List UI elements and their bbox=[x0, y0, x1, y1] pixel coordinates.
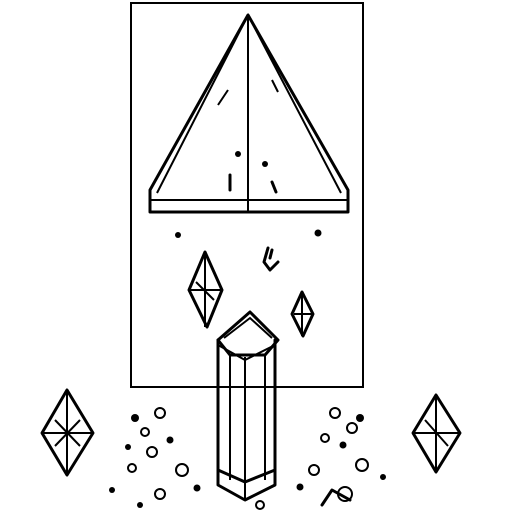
dot bbox=[175, 232, 181, 238]
small-diamond bbox=[187, 250, 224, 329]
pillar bbox=[216, 310, 280, 502]
small-diamond bbox=[290, 290, 315, 338]
big-diamond bbox=[40, 388, 95, 477]
dot bbox=[314, 229, 322, 237]
big-diamond bbox=[411, 393, 462, 474]
frame bbox=[130, 2, 364, 388]
triangle bbox=[148, 13, 350, 214]
squiggle bbox=[262, 246, 280, 272]
pebbles bbox=[109, 407, 386, 510]
